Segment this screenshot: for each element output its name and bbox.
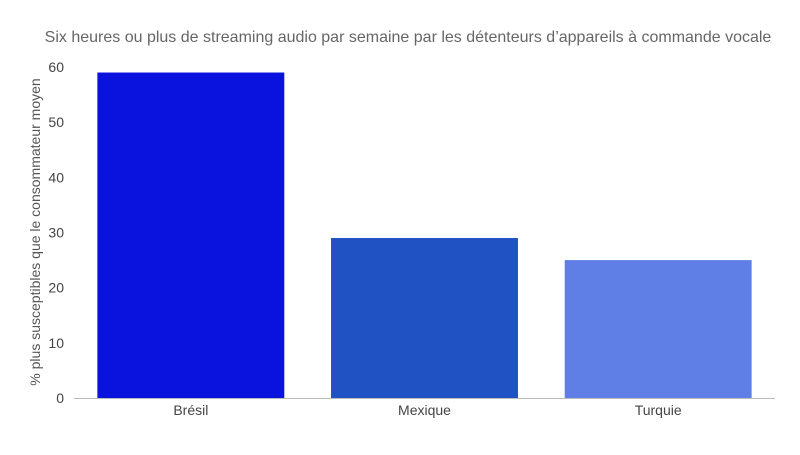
y-tick-label: 60 xyxy=(48,59,64,75)
y-axis-label: % plus susceptibles que le consommateur … xyxy=(27,78,43,385)
bar-mexique xyxy=(331,238,518,398)
y-tick-label: 40 xyxy=(48,169,64,185)
x-tick-label: Brésil xyxy=(173,402,208,418)
x-tick-label: Turquie xyxy=(635,402,682,418)
y-tick-label: 10 xyxy=(48,335,64,351)
x-tick-label: Mexique xyxy=(398,402,451,418)
y-axis-ticks: 0 10 20 30 40 50 60 xyxy=(48,59,64,406)
bar-brésil xyxy=(97,72,285,399)
y-tick-label: 0 xyxy=(56,390,64,406)
chart-title: Six heures ou plus de streaming audio pa… xyxy=(45,29,772,46)
y-tick-label: 20 xyxy=(48,280,64,296)
bar-turquie xyxy=(564,260,752,398)
bars-group xyxy=(97,72,752,399)
x-axis-ticks: Brésil Mexique Turquie xyxy=(173,402,682,418)
y-tick-label: 30 xyxy=(48,225,64,241)
y-tick-label: 50 xyxy=(48,114,64,130)
